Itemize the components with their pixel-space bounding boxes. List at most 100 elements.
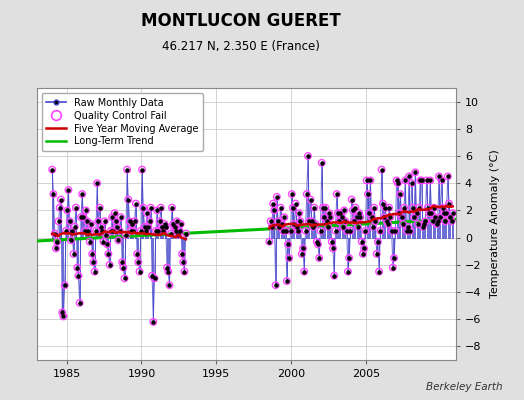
Point — [353, 214, 361, 220]
Point — [348, 207, 357, 214]
Point — [442, 210, 451, 216]
Point — [274, 218, 282, 224]
Point — [163, 264, 171, 271]
Point — [272, 194, 281, 200]
Point — [311, 221, 320, 227]
Point — [379, 200, 387, 207]
Point — [357, 238, 366, 245]
Point — [88, 251, 96, 257]
Point — [391, 228, 400, 234]
Point — [84, 228, 93, 234]
Point — [52, 245, 60, 252]
Point — [177, 221, 185, 227]
Point — [168, 204, 176, 211]
Point — [272, 194, 281, 200]
Point — [159, 228, 168, 234]
Point — [154, 228, 162, 234]
Point — [95, 204, 104, 211]
Point — [159, 228, 168, 234]
Point — [99, 238, 107, 245]
Point — [144, 224, 152, 230]
Point — [141, 228, 150, 234]
Point — [178, 251, 186, 257]
Point — [407, 180, 416, 186]
Point — [346, 228, 355, 234]
Point — [431, 214, 440, 220]
Point — [305, 218, 313, 224]
Point — [266, 218, 275, 224]
Point — [124, 196, 133, 203]
Point — [123, 166, 132, 173]
Point — [346, 228, 355, 234]
Point — [351, 204, 359, 211]
Point — [278, 221, 286, 227]
Point — [369, 224, 377, 230]
Point — [422, 177, 431, 184]
Point — [353, 214, 361, 220]
Point — [265, 238, 274, 245]
Point — [379, 200, 387, 207]
Point — [179, 259, 188, 265]
Point — [400, 204, 408, 211]
Point — [416, 177, 424, 184]
Point — [310, 204, 319, 211]
Point — [364, 191, 372, 197]
Point — [380, 214, 388, 220]
Point — [66, 218, 74, 224]
Point — [441, 218, 450, 224]
Point — [370, 204, 378, 211]
Point — [78, 191, 86, 197]
Point — [394, 180, 402, 186]
Point — [107, 228, 115, 234]
Point — [383, 218, 391, 224]
Point — [392, 177, 401, 184]
Point — [51, 230, 59, 237]
Point — [157, 204, 165, 211]
Point — [299, 245, 307, 252]
Point — [151, 228, 160, 234]
Point — [171, 228, 180, 234]
Point — [429, 218, 437, 224]
Point — [178, 251, 186, 257]
Point — [147, 204, 155, 211]
Point — [432, 221, 441, 227]
Point — [412, 210, 421, 216]
Point — [394, 180, 402, 186]
Point — [147, 204, 155, 211]
Point — [341, 218, 350, 224]
Point — [371, 218, 379, 224]
Point — [114, 237, 123, 244]
Point — [322, 218, 331, 224]
Point — [150, 275, 159, 282]
Point — [124, 196, 133, 203]
Point — [169, 221, 178, 227]
Point — [118, 259, 126, 265]
Point — [447, 218, 456, 224]
Point — [285, 255, 293, 261]
Point — [330, 272, 339, 279]
Point — [268, 224, 276, 230]
Point — [53, 238, 61, 245]
Point — [161, 224, 170, 230]
Point — [101, 218, 109, 224]
Point — [111, 210, 119, 216]
Point — [179, 259, 188, 265]
Point — [431, 214, 440, 220]
Point — [430, 204, 438, 211]
Point — [289, 204, 297, 211]
Point — [104, 251, 113, 257]
Point — [330, 272, 339, 279]
Point — [389, 264, 397, 271]
Point — [93, 180, 101, 186]
Point — [82, 207, 90, 214]
Text: MONTLUCON GUERET: MONTLUCON GUERET — [141, 12, 341, 30]
Point — [439, 204, 447, 211]
Point — [269, 200, 277, 207]
Point — [314, 241, 322, 248]
Point — [269, 200, 277, 207]
Point — [82, 207, 90, 214]
Point — [59, 313, 68, 320]
Point — [396, 191, 405, 197]
Point — [412, 210, 421, 216]
Point — [284, 241, 292, 248]
